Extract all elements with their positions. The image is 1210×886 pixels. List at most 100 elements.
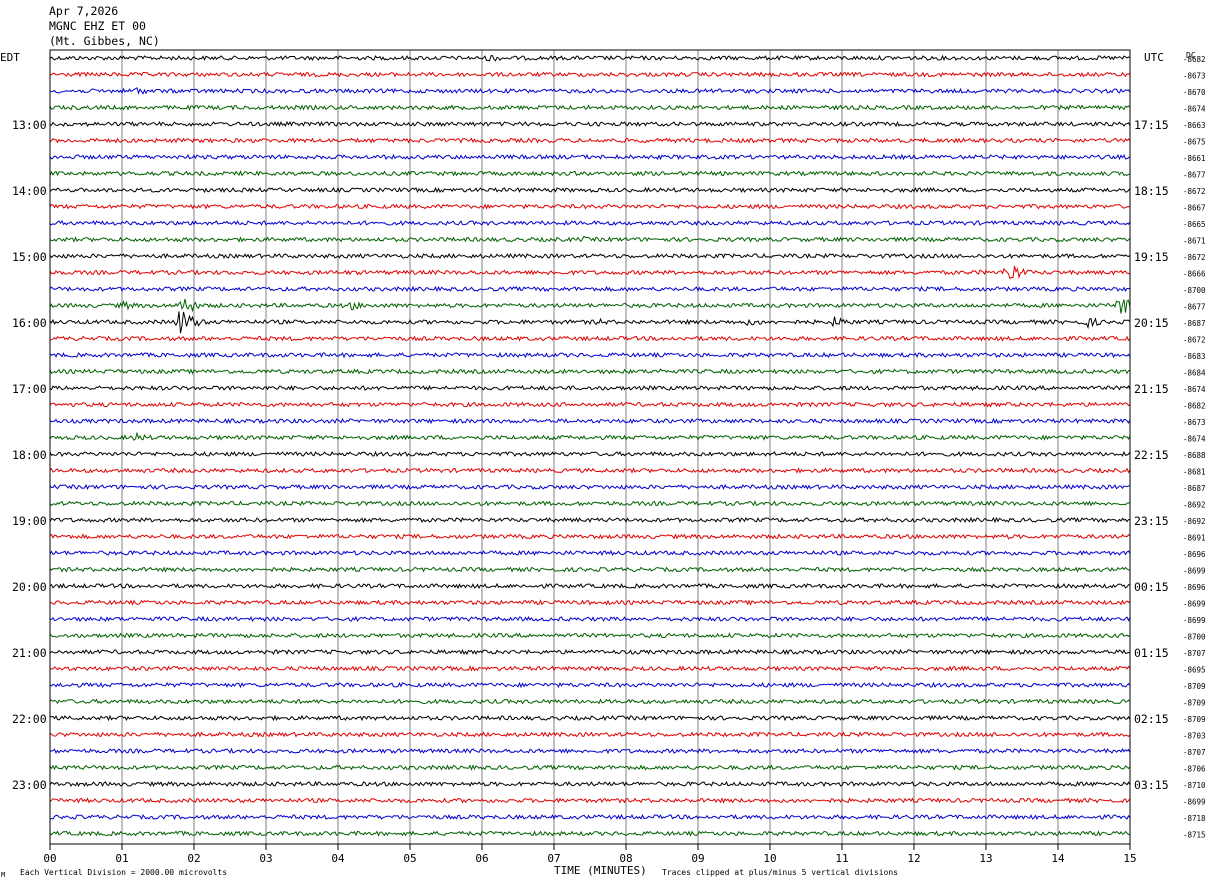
plot-date: Apr 7,2026 — [49, 4, 119, 18]
dc-offset-label: -8663 — [1183, 121, 1206, 130]
hour-label-utc: 03:15 — [1134, 778, 1169, 792]
x-tick-label: 02 — [187, 852, 200, 865]
dc-offset-label: -8673 — [1183, 418, 1206, 427]
dc-offset-label: -8710 — [1183, 781, 1206, 790]
dc-offset-label: -8706 — [1183, 765, 1206, 774]
dc-offset-label: -8691 — [1183, 534, 1206, 543]
dc-offset-label: -8703 — [1183, 732, 1206, 741]
seismic-trace — [49, 417, 1131, 425]
seismic-trace — [49, 780, 1131, 788]
x-tick-label: 15 — [1123, 852, 1136, 865]
seismic-trace — [49, 401, 1131, 408]
right-axis-label: UTC — [1144, 51, 1164, 64]
dc-offset-label: -8699 — [1183, 798, 1206, 807]
hour-label-edt: 17:00 — [12, 382, 47, 396]
x-axis-ticks: 00 01 02 03 04 05 06 07 08 09 10 11 12 13 14 15 — [43, 844, 1137, 865]
hour-label-utc: 20:15 — [1134, 316, 1169, 330]
left-axis-label: EDT — [0, 51, 20, 64]
dc-offset-label: -8715 — [1183, 831, 1206, 840]
dc-offset-label: -8692 — [1183, 501, 1206, 510]
seismic-trace — [49, 582, 1130, 590]
seismic-trace — [49, 813, 1131, 821]
seismic-trace — [49, 235, 1131, 243]
seismic-trace — [49, 450, 1131, 458]
scale-note: Each Vertical Division = 2000.00 microvo… — [20, 868, 227, 877]
dc-offset-label: -8709 — [1183, 699, 1206, 708]
seismic-trace — [49, 104, 1131, 111]
dc-offset-label: -8707 — [1183, 748, 1206, 757]
clip-note: Traces clipped at plus/minus 5 vertical … — [662, 868, 898, 877]
dc-offset-label: -8674 — [1183, 385, 1206, 394]
dc-offset-label: -8699 — [1183, 600, 1206, 609]
dc-offset-label: -8707 — [1183, 649, 1206, 658]
seismic-trace — [49, 298, 1131, 314]
x-tick-label: 04 — [331, 852, 345, 865]
dc-offset-labels: -8682 -8673 -8670 -8674 -8663 -8675 -8661 -8677… — [1183, 55, 1206, 840]
seismic-trace — [49, 665, 1131, 672]
station-location: (Mt. Gibbes, NC) — [49, 34, 160, 48]
seismic-trace — [49, 153, 1131, 161]
dc-offset-label: -8687 — [1183, 484, 1206, 493]
seismic-traces — [49, 54, 1131, 837]
dc-offset-label: -8683 — [1183, 352, 1206, 361]
seismic-trace — [49, 566, 1131, 573]
seismic-trace — [49, 311, 1131, 334]
hour-label-edt: 16:00 — [12, 316, 47, 330]
hour-label-edt: 21:00 — [12, 646, 47, 660]
x-tick-label: 14 — [1051, 852, 1065, 865]
seismic-trace — [49, 137, 1131, 144]
x-tick-label: 03 — [259, 852, 272, 865]
seismic-trace — [49, 698, 1131, 705]
seismic-trace — [49, 219, 1131, 227]
dc-offset-label: -8682 — [1183, 55, 1206, 64]
dc-offset-label: -8677 — [1183, 303, 1206, 312]
dc-offset-label: -8696 — [1183, 550, 1206, 559]
seismic-trace — [49, 203, 1131, 210]
dc-offset-label: -8700 — [1183, 286, 1206, 295]
hour-label-utc: 22:15 — [1134, 448, 1169, 462]
dc-label: DC — [1186, 51, 1196, 60]
hour-label-utc: 18:15 — [1134, 184, 1169, 198]
x-tick-label: 12 — [907, 852, 920, 865]
left-hour-labels: 13:00 14:00 15:00 16:00 17:00 18:00 19:00 20:00… — [12, 118, 47, 792]
seismic-trace — [49, 549, 1131, 557]
seismic-trace — [49, 431, 1131, 441]
seismic-trace — [49, 368, 1131, 375]
x-tick-label: 09 — [691, 852, 704, 865]
hour-label-edt: 13:00 — [12, 118, 47, 132]
x-tick-label: 05 — [403, 852, 416, 865]
dc-offset-label: -8682 — [1183, 402, 1206, 411]
station-code: MGNC EHZ ET 00 — [49, 19, 146, 33]
seismic-trace — [49, 797, 1131, 804]
hour-label-edt: 20:00 — [12, 580, 47, 594]
x-tick-label: 00 — [43, 852, 56, 865]
seismic-trace — [49, 265, 1131, 280]
dc-offset-label: -8709 — [1183, 682, 1206, 691]
seismic-trace — [49, 731, 1131, 738]
x-tick-label: 11 — [835, 852, 848, 865]
seismic-trace — [49, 516, 1131, 524]
dc-offset-label: -8672 — [1183, 187, 1206, 196]
dc-offset-label: -8699 — [1183, 567, 1206, 576]
x-tick-label: 13 — [979, 852, 992, 865]
dc-offset-label: -8692 — [1183, 517, 1206, 526]
dc-offset-label: -8696 — [1183, 583, 1206, 592]
x-tick-label: 08 — [619, 852, 632, 865]
dc-offset-label: -8718 — [1183, 814, 1206, 823]
dc-offset-label: -8670 — [1183, 88, 1206, 97]
dc-offset-label: -8699 — [1183, 616, 1206, 625]
dc-offset-label: -8687 — [1183, 319, 1206, 328]
seismic-trace — [49, 170, 1131, 177]
right-hour-labels: 17:15 18:15 19:15 20:15 21:15 22:15 23:15 00:15… — [1134, 118, 1169, 792]
dc-offset-label: -8661 — [1183, 154, 1206, 163]
hour-label-utc: 23:15 — [1134, 514, 1169, 528]
seismic-trace — [49, 483, 1131, 491]
seismic-trace — [49, 467, 1131, 474]
hour-label-utc: 02:15 — [1134, 712, 1169, 726]
seismic-trace — [49, 351, 1131, 359]
x-tick-label: 10 — [763, 852, 776, 865]
seismic-trace — [49, 87, 1131, 95]
dc-offset-label: -8677 — [1183, 171, 1206, 180]
dc-offset-label: -8674 — [1183, 105, 1206, 114]
